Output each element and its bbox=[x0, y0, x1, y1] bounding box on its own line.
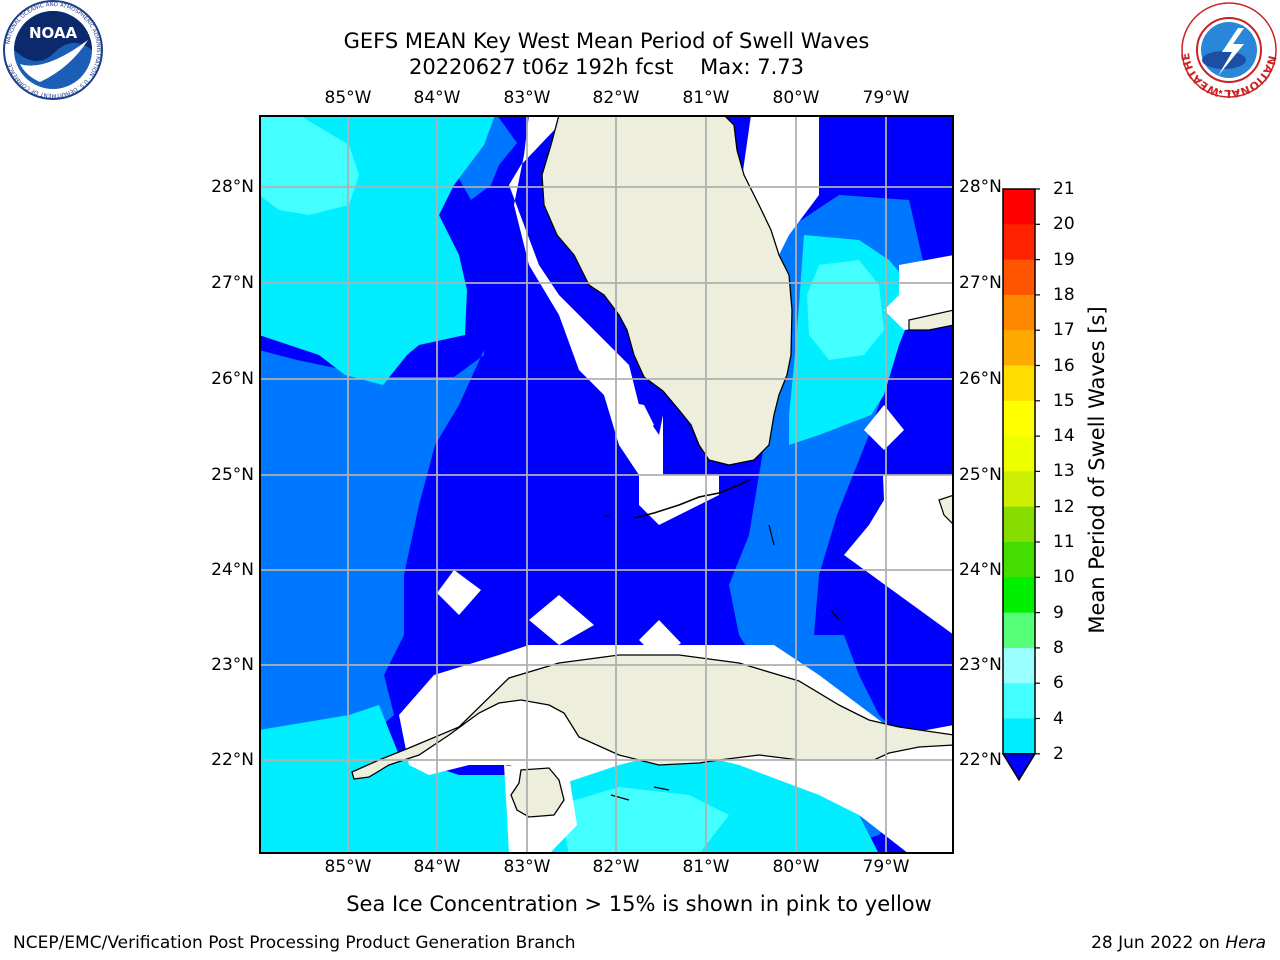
lat-tick-left: 25°N bbox=[211, 465, 254, 485]
lat-tick-left: 26°N bbox=[211, 369, 254, 389]
colorbar-tick-label: 18 bbox=[1053, 284, 1075, 305]
colorbar-tick-label: 16 bbox=[1053, 355, 1075, 376]
colorbar-tick-label: 9 bbox=[1053, 602, 1064, 623]
lon-tick-bottom: 83°W bbox=[503, 857, 551, 877]
florida-land bbox=[541, 115, 793, 466]
bahamas-land bbox=[938, 494, 954, 526]
noaa-logo: NOAA NATIONAL OCEANIC AND ATMOSPHERIC AD… bbox=[3, 0, 103, 100]
nws-logo: NATIONAL WEATHER SERVICE ★ ★ ★ bbox=[1178, 0, 1279, 100]
colorbar-segment bbox=[1003, 506, 1035, 543]
colorbar-segment bbox=[1003, 330, 1035, 366]
svg-text:NOAA: NOAA bbox=[29, 24, 78, 42]
map-frame bbox=[259, 115, 954, 854]
colorbar-tick-label: 20 bbox=[1053, 214, 1075, 235]
lat-tick-right: 22°N bbox=[959, 750, 1002, 770]
colorbar-segment bbox=[1003, 542, 1035, 578]
swell-period-map bbox=[259, 115, 954, 854]
lon-tick-bottom: 85°W bbox=[324, 857, 372, 877]
cay-islets bbox=[603, 514, 840, 801]
lon-tick-top: 79°W bbox=[862, 88, 910, 108]
plot-subtitle: 20220627 t06z 192h fcst Max: 7.73 bbox=[408, 55, 805, 79]
colorbar-tick-label: 8 bbox=[1053, 637, 1064, 658]
colorbar-segment bbox=[1003, 189, 1035, 225]
colorbar-segment bbox=[1003, 294, 1035, 331]
colorbar-tick-label: 6 bbox=[1053, 673, 1064, 694]
colorbar-segment bbox=[1003, 224, 1035, 261]
lon-tick-top: 81°W bbox=[682, 88, 730, 108]
lat-tick-left: 22°N bbox=[211, 750, 254, 770]
lat-tick-right: 27°N bbox=[959, 273, 1002, 293]
colorbar-tick-label: 15 bbox=[1053, 390, 1075, 411]
lat-tick-left: 27°N bbox=[211, 273, 254, 293]
colorbar-segment bbox=[1003, 436, 1035, 472]
colorbar-tick-label: 21 bbox=[1053, 179, 1075, 199]
lon-tick-bottom: 80°W bbox=[772, 857, 820, 877]
footer-host: Hera bbox=[1225, 933, 1266, 953]
lat-tick-left: 23°N bbox=[211, 655, 254, 675]
colorbar-tick-label: 13 bbox=[1053, 461, 1075, 482]
lon-tick-top: 80°W bbox=[772, 88, 820, 108]
band-8-9-region bbox=[559, 787, 729, 854]
lat-tick-right: 24°N bbox=[959, 560, 1002, 580]
colorbar-tick-label: 12 bbox=[1053, 496, 1075, 517]
lon-tick-bottom: 82°W bbox=[592, 857, 640, 877]
colorbar-extend-low bbox=[1001, 753, 1037, 782]
plot-title: GEFS MEAN Key West Mean Period of Swell … bbox=[343, 29, 870, 53]
florida-keys bbox=[633, 479, 750, 519]
bahamas-land bbox=[908, 309, 954, 331]
lon-tick-top: 85°W bbox=[324, 88, 372, 108]
footer-credit: NCEP/EMC/Verification Post Processing Pr… bbox=[13, 933, 576, 953]
colorbar-segment bbox=[1003, 400, 1035, 437]
svg-text:★ ★ ★: ★ ★ ★ bbox=[1217, 88, 1240, 96]
lon-tick-top: 82°W bbox=[592, 88, 640, 108]
lat-tick-right: 26°N bbox=[959, 369, 1002, 389]
band-8-9-region bbox=[807, 260, 884, 360]
colorbar-segment bbox=[1003, 259, 1035, 296]
lat-tick-right: 28°N bbox=[959, 177, 1002, 197]
lon-tick-top: 84°W bbox=[413, 88, 461, 108]
lat-tick-right: 23°N bbox=[959, 655, 1002, 675]
colorbar-segment bbox=[1003, 683, 1035, 719]
colorbar-tick-label: 2 bbox=[1053, 743, 1064, 764]
colorbar-segment bbox=[1003, 577, 1035, 614]
colorbar-tick-label: 17 bbox=[1053, 320, 1075, 341]
band-8-9-region bbox=[259, 115, 359, 215]
lon-tick-bottom: 81°W bbox=[682, 857, 730, 877]
lat-tick-right: 25°N bbox=[959, 465, 1002, 485]
graticule bbox=[259, 115, 954, 854]
lon-tick-bottom: 84°W bbox=[413, 857, 461, 877]
colorbar-tick-label: 10 bbox=[1053, 567, 1075, 588]
colorbar bbox=[1001, 188, 1040, 782]
colorbar-tick-label: 4 bbox=[1053, 708, 1064, 729]
colorbar-segment bbox=[1003, 718, 1035, 755]
lon-tick-bottom: 79°W bbox=[862, 857, 910, 877]
lat-tick-left: 24°N bbox=[211, 560, 254, 580]
colorbar-segment bbox=[1003, 612, 1035, 649]
band-4-6-region bbox=[259, 350, 484, 815]
colorbar-tick-label: 11 bbox=[1053, 532, 1075, 552]
colorbar-tick-label: 19 bbox=[1053, 249, 1075, 270]
lon-tick-top: 83°W bbox=[503, 88, 551, 108]
sea-ice-note: Sea Ice Concentration > 15% is shown in … bbox=[346, 892, 932, 916]
footer-date: 28 Jun 2022 on Hera bbox=[1091, 933, 1266, 953]
isla-de-la-juventud bbox=[510, 767, 565, 818]
colorbar-tick-label: 14 bbox=[1053, 426, 1075, 447]
colorbar-segment bbox=[1003, 647, 1035, 684]
lat-tick-left: 28°N bbox=[211, 177, 254, 197]
colorbar-segment bbox=[1003, 471, 1035, 508]
colorbar-segment bbox=[1003, 365, 1035, 402]
